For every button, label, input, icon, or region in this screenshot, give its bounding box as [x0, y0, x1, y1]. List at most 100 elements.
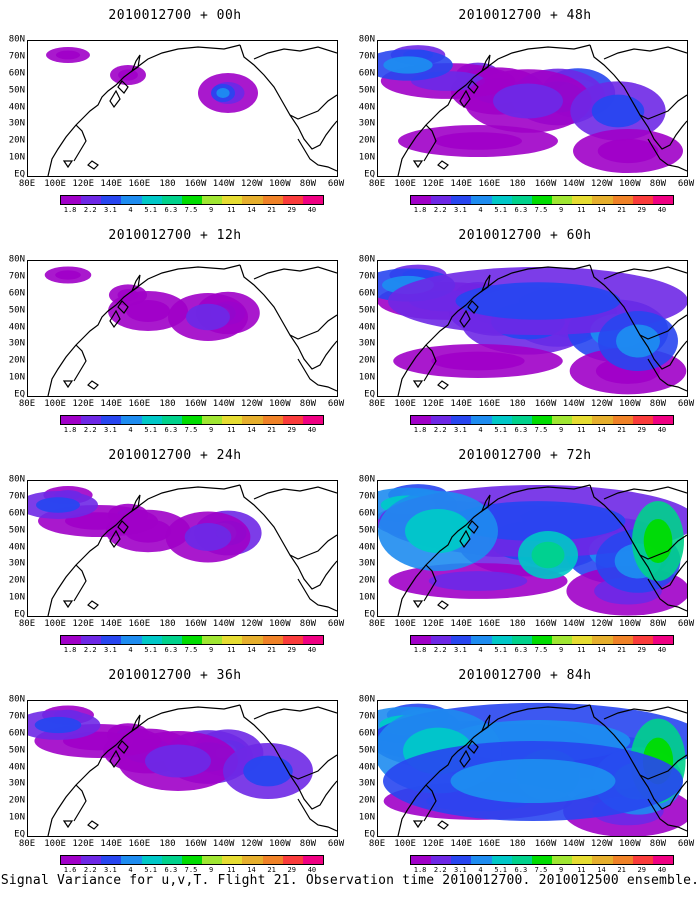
- longitude-tick-label: 100W: [268, 619, 291, 629]
- longitude-tick-label: 120E: [422, 839, 445, 849]
- colorbar-swatch: [81, 636, 102, 644]
- longitude-axis: 80E 100E 120E 140E 160E 180 160W 140W 120W 100W 80…: [369, 619, 694, 629]
- colorbar-tick-label: 40: [657, 866, 667, 874]
- panel-title: 2010012700 + 72h: [458, 448, 592, 463]
- colorbar-swatch: [121, 416, 142, 424]
- coastline: [437, 380, 449, 390]
- map-svg: [378, 264, 687, 396]
- colorbar-swatch: [471, 636, 492, 644]
- colorbar-swatch: [572, 196, 593, 204]
- longitude-tick-label: 180: [159, 399, 176, 409]
- colorbar-tick-label: 5.1: [494, 206, 508, 214]
- colorbar-swatch: [121, 196, 142, 204]
- coastline: [73, 124, 87, 162]
- longitude-tick-label: 60W: [327, 179, 345, 189]
- latitude-tick-label: 10N: [358, 592, 375, 603]
- map-panel: 2010012700 + 48h 80N 70N 60N 50N 40N 30N 20N 10N…: [355, 0, 695, 218]
- latitude-tick-label: 40N: [358, 762, 375, 772]
- colorbar-swatch: [181, 856, 203, 864]
- colorbar-tick-label: 5.1: [144, 206, 158, 214]
- latitude-tick-label: 80N: [358, 34, 375, 45]
- latitude-axis: 80N 70N 60N 50N 40N 30N 20N 10N EQ: [5, 35, 27, 180]
- map-svg: [378, 702, 687, 836]
- longitude-tick-label: 160E: [478, 619, 501, 629]
- longitude-tick-label: 140W: [562, 619, 585, 629]
- coastline: [73, 564, 87, 602]
- map-svg: [46, 44, 337, 176]
- longitude-tick-label: 120E: [72, 839, 95, 849]
- latitude-tick-label: 20N: [8, 355, 25, 366]
- colorbar-swatch: [81, 856, 102, 864]
- colorbar-labels: 1.8 2.2 3.1 4 5.1 6.3 7.5 9 11 14 21 29 40: [410, 426, 672, 434]
- panel-title: 2010012700 + 24h: [108, 448, 242, 463]
- map-panel: 2010012700 + 84h 80N 70N 60N 50N 40N 30N 20N 10N…: [355, 660, 695, 878]
- latitude-tick-label: 10N: [8, 152, 25, 163]
- colorbar-tick-label: 7.5: [534, 206, 548, 214]
- longitude-tick-label: 160W: [184, 399, 207, 409]
- latitude-tick-label: 30N: [358, 778, 375, 789]
- coastline: [130, 494, 141, 513]
- latitude-tick-label: 20N: [358, 575, 375, 586]
- colorbar-swatch: [572, 416, 593, 424]
- longitude-tick-label: 80W: [649, 399, 667, 409]
- longitude-tick-label: 80W: [649, 839, 667, 849]
- colorbar-tick-label: 5.1: [494, 426, 508, 434]
- colorbar-tick-label: 40: [307, 866, 317, 874]
- coastline: [603, 266, 687, 280]
- colorbar: [60, 415, 324, 425]
- latitude-tick-label: 50N: [8, 305, 25, 316]
- colorbar-tick-label: 9: [559, 866, 564, 874]
- coastline: [289, 314, 337, 340]
- longitude-tick-label: 140E: [450, 839, 473, 849]
- colorbar-swatch: [81, 416, 102, 424]
- map-plot: [27, 260, 338, 397]
- latitude-tick-label: EQ: [14, 609, 25, 620]
- coastline: [62, 380, 74, 389]
- colorbar-swatch: [491, 856, 512, 864]
- coastline: [639, 94, 687, 120]
- longitude-tick-label: 160W: [534, 839, 557, 849]
- coastline: [297, 358, 337, 392]
- longitude-tick-label: 120W: [240, 399, 263, 409]
- colorbar-swatch: [431, 196, 452, 204]
- colorbar: [410, 415, 674, 425]
- colorbar-tick-label: 4: [478, 206, 483, 214]
- longitude-tick-label: 120E: [422, 179, 445, 189]
- longitude-tick-label: 160E: [128, 619, 151, 629]
- colorbar-swatch: [552, 636, 573, 644]
- variance-contour: [455, 282, 621, 320]
- coastline: [130, 274, 141, 293]
- coastline: [603, 46, 687, 60]
- longitude-tick-label: 60W: [327, 839, 345, 849]
- colorbar-swatch: [612, 416, 633, 424]
- coastline: [480, 54, 491, 73]
- colorbar-swatch: [161, 636, 182, 644]
- colorbar-swatch: [531, 856, 553, 864]
- coastline: [239, 704, 337, 810]
- longitude-tick-label: 100E: [394, 399, 416, 409]
- colorbar-swatch: [242, 636, 263, 644]
- colorbar-tick-label: 40: [657, 426, 667, 434]
- coastline: [459, 309, 471, 329]
- variance-contour: [145, 744, 211, 778]
- variance-contour: [216, 88, 230, 98]
- longitude-tick-label: 100W: [618, 399, 641, 409]
- longitude-tick-label: 100W: [618, 179, 641, 189]
- coastline: [62, 600, 74, 609]
- coastline: [639, 314, 687, 340]
- latitude-tick-label: EQ: [364, 829, 375, 840]
- colorbar-tick-label: 29: [637, 866, 646, 874]
- colorbar-swatch: [612, 196, 633, 204]
- longitude-tick-label: 160W: [184, 619, 207, 629]
- coastline: [589, 44, 687, 150]
- colorbar-tick-label: 7.5: [534, 646, 548, 654]
- colorbar-tick-label: 3.1: [104, 866, 117, 874]
- coastline: [297, 798, 337, 832]
- latitude-tick-label: 60N: [358, 508, 375, 519]
- map-plot: [27, 480, 338, 617]
- longitude-tick-label: 160W: [184, 179, 207, 189]
- colorbar-swatch: [552, 856, 573, 864]
- colorbar-swatch: [121, 856, 142, 864]
- colorbar-swatch: [632, 636, 653, 644]
- map-panel: 2010012700 + 00h 80N 70N 60N 50N 40N 30N 20N 10N…: [5, 0, 345, 218]
